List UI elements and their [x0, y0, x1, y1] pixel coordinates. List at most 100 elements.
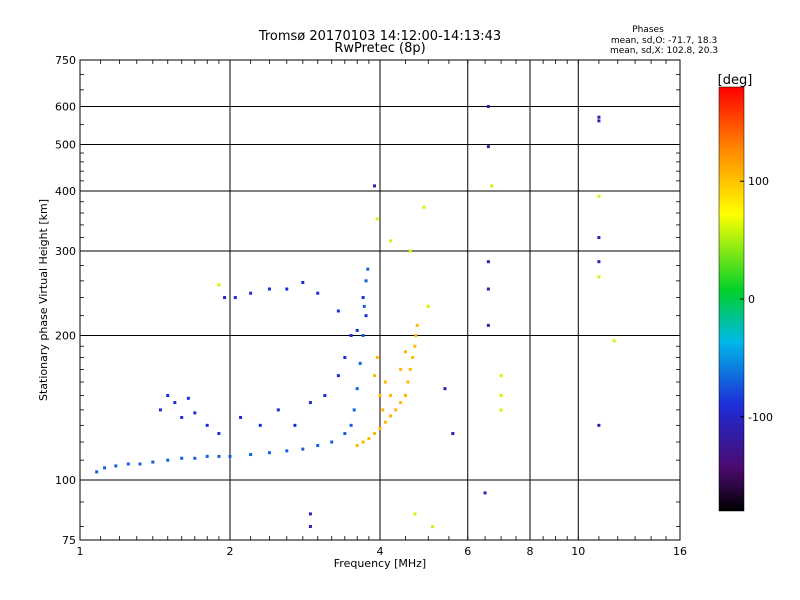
data-point — [217, 454, 221, 458]
data-point — [343, 432, 347, 436]
data-point — [361, 296, 365, 300]
data-point — [228, 454, 232, 458]
y-tick-label: 500 — [55, 139, 76, 152]
data-point — [422, 205, 426, 209]
chart-subtitle: RwPretec (8p) — [334, 41, 425, 56]
data-point — [383, 420, 387, 424]
data-point — [375, 217, 379, 221]
data-point — [352, 408, 356, 412]
data-point — [233, 296, 237, 300]
y-tick-label: 200 — [55, 330, 76, 343]
data-point — [413, 512, 417, 516]
data-point — [217, 432, 221, 436]
colorbar-tick-label: 0 — [748, 293, 755, 306]
data-point — [258, 423, 262, 427]
data-point — [293, 423, 297, 427]
data-point — [375, 355, 379, 359]
x-tick-label: 8 — [527, 545, 534, 558]
colorbar-ticks: 100 0 -100 — [740, 175, 773, 424]
data-point — [486, 260, 490, 264]
data-point — [186, 396, 190, 400]
phases-heading: Phases — [632, 25, 664, 35]
x-tick-label: 2 — [227, 545, 234, 558]
data-point — [414, 334, 418, 338]
data-point — [394, 408, 398, 412]
y-tick-label: 75 — [62, 534, 76, 547]
data-point — [389, 239, 393, 243]
x-tick-label: 16 — [673, 545, 687, 558]
data-point — [95, 470, 99, 474]
data-point — [330, 440, 334, 444]
data-point — [597, 260, 601, 264]
data-point — [193, 456, 197, 460]
phases-o-stats: mean, sd,O: -71.7, 18.3 — [611, 36, 717, 46]
data-point — [349, 423, 353, 427]
data-point — [126, 462, 130, 466]
data-point — [451, 432, 455, 436]
data-point — [499, 374, 503, 378]
data-point — [403, 350, 407, 354]
data-point — [426, 304, 430, 308]
data-point — [406, 380, 410, 384]
data-point — [486, 145, 490, 149]
data-point — [285, 449, 289, 453]
data-point — [413, 344, 417, 348]
data-point — [399, 367, 403, 371]
data-point — [361, 440, 365, 444]
data-point — [336, 309, 340, 313]
data-point — [349, 334, 353, 338]
y-tick-label: 600 — [55, 101, 76, 114]
colorbar-tick-label: -100 — [748, 411, 773, 424]
data-point — [173, 401, 177, 405]
colorbar-tick-label: 100 — [748, 175, 769, 188]
data-point — [597, 194, 601, 198]
data-point — [301, 447, 305, 451]
x-axis-label: Frequency [MHz] — [334, 557, 426, 570]
y-tick-label: 300 — [55, 245, 76, 258]
data-point — [308, 512, 312, 516]
data-point — [308, 401, 312, 405]
data-point — [239, 415, 243, 419]
data-point — [443, 387, 447, 391]
data-point — [249, 453, 253, 457]
data-point — [205, 454, 209, 458]
data-point — [355, 328, 359, 332]
data-point — [223, 296, 227, 300]
data-point — [267, 451, 271, 455]
data-point — [361, 334, 365, 338]
data-point — [499, 394, 503, 398]
data-point — [373, 374, 377, 378]
data-point — [103, 466, 107, 470]
data-point — [323, 394, 327, 398]
data-point — [267, 287, 271, 291]
chart-title: Tromsø 20170103 14:12:00-14:13:43 — [258, 29, 501, 44]
data-point — [597, 115, 601, 119]
data-point — [486, 287, 490, 291]
data-point — [336, 374, 340, 378]
data-point — [499, 408, 503, 412]
data-point — [180, 415, 184, 419]
colorbar-label: [deg] — [718, 73, 753, 88]
data-point — [612, 339, 616, 343]
data-point — [373, 184, 377, 188]
data-point — [486, 105, 490, 109]
y-axis-label: Stationary phase Virtual Height [km] — [37, 199, 50, 401]
data-point — [316, 291, 320, 295]
data-point — [403, 394, 407, 398]
data-point — [378, 427, 382, 431]
data-point — [431, 525, 435, 529]
data-point — [408, 367, 412, 371]
data-point — [285, 287, 289, 291]
grid — [80, 60, 680, 540]
data-point — [597, 236, 601, 240]
data-point — [366, 267, 370, 271]
data-point — [276, 408, 280, 412]
data-point — [389, 394, 393, 398]
data-point — [597, 275, 601, 279]
data-point — [486, 323, 490, 327]
data-point — [355, 444, 359, 448]
x-ticks: 1 2 4 6 8 10 16 — [77, 60, 687, 558]
data-point — [383, 380, 387, 384]
